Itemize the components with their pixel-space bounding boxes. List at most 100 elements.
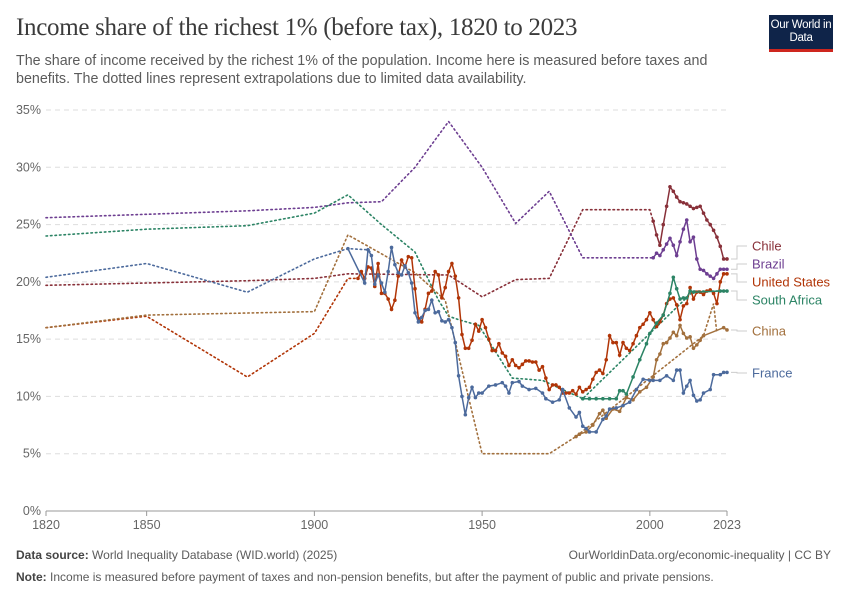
data-point bbox=[664, 204, 669, 209]
data-point bbox=[597, 368, 602, 372]
data-point bbox=[577, 385, 582, 390]
chart-title: Income share of the richest 1% (before t… bbox=[16, 14, 578, 41]
data-point bbox=[523, 359, 528, 363]
data-point bbox=[674, 286, 679, 291]
data-point bbox=[383, 291, 387, 296]
data-point bbox=[591, 377, 595, 382]
data-point bbox=[668, 236, 672, 241]
note: Note: Income is measured before payment … bbox=[16, 570, 714, 584]
data-point bbox=[604, 416, 609, 420]
x-tick-label: 1900 bbox=[300, 518, 328, 532]
data-point bbox=[624, 392, 629, 396]
data-point bbox=[570, 388, 575, 393]
data-point bbox=[406, 254, 411, 259]
data-point bbox=[718, 267, 723, 272]
data-point bbox=[507, 363, 511, 368]
data-point bbox=[617, 353, 622, 357]
data-point bbox=[661, 341, 666, 346]
owid-logo[interactable]: Our World in Data bbox=[769, 15, 833, 52]
data-point bbox=[698, 204, 702, 209]
data-point bbox=[674, 253, 679, 258]
data-point bbox=[711, 372, 716, 377]
data-point bbox=[654, 233, 659, 237]
data-point bbox=[658, 378, 662, 383]
data-point bbox=[443, 285, 448, 290]
data-point bbox=[705, 272, 709, 276]
data-point bbox=[695, 343, 699, 347]
data-point bbox=[674, 302, 679, 307]
data-point bbox=[564, 391, 568, 395]
data-point bbox=[359, 269, 364, 274]
data-point bbox=[574, 392, 578, 396]
data-point bbox=[721, 325, 726, 330]
data-point bbox=[550, 383, 555, 387]
data-point bbox=[691, 393, 696, 398]
data-point bbox=[379, 291, 384, 296]
data-point bbox=[621, 403, 625, 408]
data-point bbox=[470, 338, 474, 343]
legend-connector bbox=[731, 273, 747, 283]
data-point bbox=[721, 257, 726, 261]
data-point bbox=[715, 235, 719, 239]
data-point bbox=[674, 368, 679, 372]
data-point bbox=[674, 333, 679, 338]
data-point bbox=[641, 322, 645, 327]
data-point bbox=[648, 331, 652, 336]
data-point bbox=[517, 379, 521, 384]
data-point bbox=[721, 267, 726, 272]
data-point bbox=[591, 423, 595, 427]
data-point bbox=[470, 385, 474, 390]
data-point bbox=[513, 363, 518, 368]
legend-connector bbox=[731, 263, 747, 270]
data-point bbox=[584, 387, 588, 392]
data-point bbox=[721, 272, 726, 276]
data-point bbox=[718, 372, 723, 377]
data-point bbox=[701, 391, 706, 395]
data-point bbox=[701, 268, 706, 273]
data-point bbox=[530, 360, 535, 364]
data-point bbox=[503, 354, 508, 359]
source-url-link[interactable]: OurWorldinData.org/economic-inequality |… bbox=[568, 548, 831, 562]
data-point bbox=[383, 290, 387, 294]
extrapolated-line-france bbox=[45, 247, 373, 294]
data-point bbox=[651, 255, 655, 260]
data-point bbox=[436, 273, 441, 277]
data-point bbox=[557, 385, 562, 390]
data-point bbox=[463, 346, 468, 351]
data-point bbox=[651, 317, 655, 322]
data-point bbox=[718, 289, 723, 293]
data-point bbox=[648, 378, 652, 383]
data-point bbox=[517, 365, 521, 370]
data-point bbox=[580, 396, 585, 401]
data-point bbox=[480, 391, 484, 395]
legend-label: Brazil bbox=[752, 257, 785, 272]
legend-label: United States bbox=[752, 275, 831, 290]
data-point bbox=[450, 261, 454, 266]
observed-line-chile bbox=[652, 184, 727, 260]
data-point bbox=[671, 330, 676, 335]
data-point bbox=[393, 262, 397, 267]
data-point bbox=[426, 291, 431, 296]
data-point bbox=[627, 348, 632, 353]
data-point bbox=[369, 253, 374, 258]
data-point bbox=[705, 218, 709, 222]
data-point bbox=[711, 276, 716, 281]
data-point bbox=[510, 380, 515, 385]
x-tick-label: 1950 bbox=[468, 518, 496, 532]
data-point bbox=[409, 281, 414, 285]
data-point bbox=[701, 292, 706, 297]
data-point bbox=[631, 398, 635, 402]
x-tick-label: 1850 bbox=[133, 518, 161, 532]
data-point bbox=[661, 313, 666, 317]
extrapolated-line-chile bbox=[45, 208, 655, 298]
data-point bbox=[634, 333, 639, 338]
data-point bbox=[372, 282, 377, 286]
data-point bbox=[476, 329, 481, 333]
data-point bbox=[651, 219, 655, 223]
data-point bbox=[601, 396, 605, 401]
data-point bbox=[664, 340, 669, 345]
data-point bbox=[721, 370, 726, 375]
data-point bbox=[684, 384, 689, 388]
y-tick-label: 30% bbox=[16, 160, 41, 174]
